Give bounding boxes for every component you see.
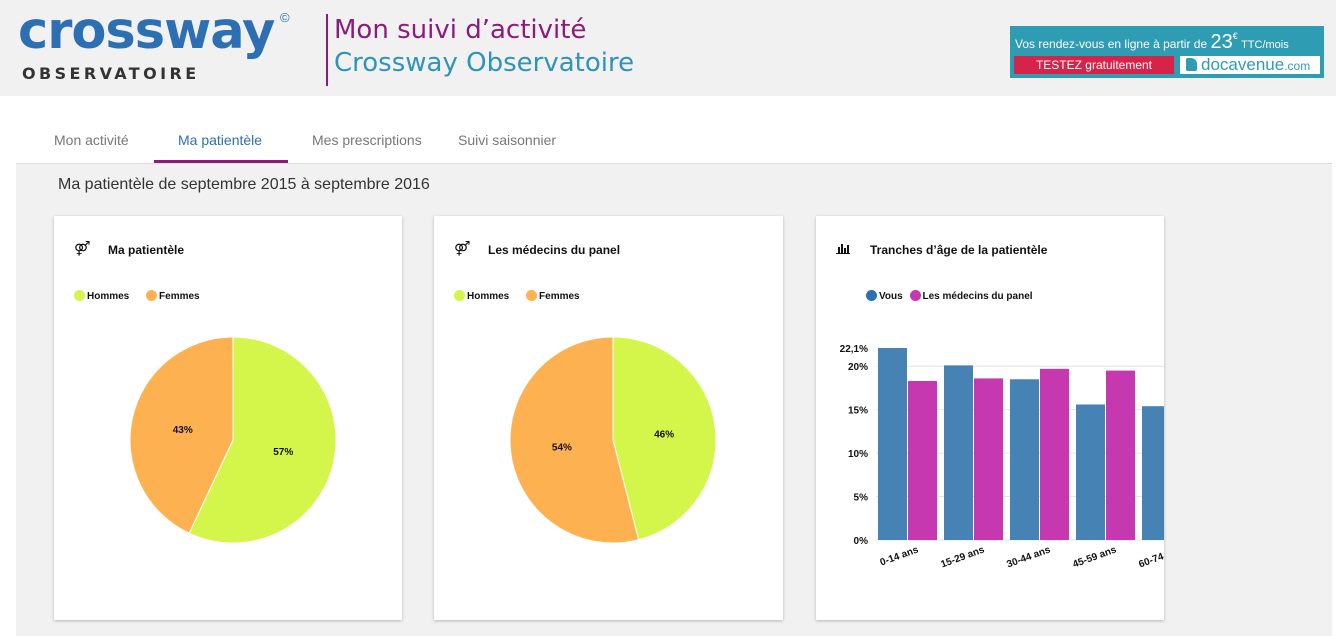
bar-panel bbox=[1106, 370, 1135, 540]
legend-dot bbox=[909, 290, 921, 301]
bar-panel bbox=[974, 378, 1003, 540]
card-title: Ma patientèle bbox=[108, 243, 185, 257]
tabs-bar: Mon activité Ma patientèle Mes prescript… bbox=[16, 96, 1332, 164]
legend-dot bbox=[454, 290, 465, 301]
legend-item-medecins[interactable]: Les médecins du panel bbox=[909, 290, 1033, 302]
gender-icon: ⚤ bbox=[454, 240, 471, 256]
bar-vous bbox=[1142, 406, 1164, 540]
docavenue-ad-banner[interactable]: Vos rendez-vous en ligne à partir de 23€… bbox=[1010, 26, 1324, 78]
main-content: Mon activité Ma patientèle Mes prescript… bbox=[16, 96, 1332, 636]
card-medecins-panel: ⚤ Les médecins du panel Hommes Femmes 46… bbox=[434, 216, 783, 620]
y-tick-label: 22,1% bbox=[840, 344, 868, 355]
y-tick-label: 5% bbox=[854, 493, 869, 504]
card-title: Tranches d’âge de la patientèle bbox=[870, 243, 1048, 257]
pie-slice-femmes bbox=[129, 336, 234, 534]
pie-value-label: 46% bbox=[654, 430, 674, 441]
legend-dot bbox=[526, 290, 538, 301]
legend-item-femmes[interactable]: Femmes bbox=[526, 290, 580, 302]
page-subtitle: Crossway Observatoire bbox=[334, 48, 635, 78]
y-tick-label: 20% bbox=[848, 362, 868, 373]
card-title: Les médecins du panel bbox=[488, 243, 621, 257]
pie-slice-hommes bbox=[612, 336, 717, 541]
x-tick-label: 15-29 ans bbox=[939, 544, 986, 570]
bar-vous bbox=[944, 365, 973, 540]
legend: Hommes Femmes bbox=[74, 290, 214, 302]
page-title: Mon suivi d’activité bbox=[334, 15, 587, 45]
docavenue-logo[interactable]: docavenue.com bbox=[1180, 56, 1320, 74]
logo-copyright: © bbox=[280, 10, 290, 25]
legend-label: Hommes bbox=[87, 291, 130, 302]
ad-line: Vos rendez-vous en ligne à partir de bbox=[1015, 37, 1208, 51]
pie-chart: 57% 43% bbox=[129, 336, 337, 544]
pie-value-label: 43% bbox=[173, 425, 193, 436]
legend-dot bbox=[866, 290, 877, 301]
legend-dot bbox=[146, 290, 158, 301]
header: crossway © OBSERVATOIRE Mon suivi d’acti… bbox=[0, 0, 1336, 96]
pie-value-label: 57% bbox=[273, 447, 293, 458]
testez-button[interactable]: TESTEZ gratuitement bbox=[1014, 56, 1174, 74]
brand-avenue: avenue bbox=[1228, 55, 1285, 74]
logo-subtitle: OBSERVATOIRE bbox=[22, 64, 200, 83]
bar-vous bbox=[1010, 379, 1039, 540]
bar-vous bbox=[1076, 404, 1105, 540]
y-tick-label: 10% bbox=[848, 449, 868, 460]
gender-icon: ⚤ bbox=[74, 240, 91, 256]
legend-item-vous[interactable]: Vous bbox=[866, 290, 903, 302]
x-tick-label: 30-44 ans bbox=[1005, 544, 1052, 570]
y-tick-label: 0% bbox=[854, 536, 869, 547]
x-tick-label: 0-14 ans bbox=[879, 544, 921, 568]
brand-tld: .com bbox=[1284, 59, 1311, 73]
pie-slice-femmes bbox=[509, 336, 640, 544]
x-tick-label: 45-59 ans bbox=[1071, 544, 1118, 570]
page-title-block: Mon suivi d’activité Crossway Observatoi… bbox=[326, 14, 634, 86]
logo-word: crossway bbox=[18, 2, 275, 61]
tab-suivi-saisonnier[interactable]: Suivi saisonnier bbox=[458, 132, 557, 148]
ad-text: Vos rendez-vous en ligne à partir de 23€… bbox=[1015, 31, 1289, 54]
legend-dot bbox=[74, 290, 85, 301]
tab-mes-prescriptions[interactable]: Mes prescriptions bbox=[312, 132, 422, 148]
legend-item-hommes[interactable]: Hommes bbox=[74, 290, 130, 302]
bar-panel bbox=[908, 381, 937, 540]
legend-label: Femmes bbox=[159, 291, 200, 302]
pie-value-label: 54% bbox=[552, 442, 572, 453]
tab-mon-activite[interactable]: Mon activité bbox=[54, 132, 129, 148]
crossway-logo[interactable]: crossway © OBSERVATOIRE bbox=[18, 2, 290, 84]
pie-chart: 46% 54% bbox=[509, 336, 717, 544]
pie-slice-hommes bbox=[188, 336, 337, 544]
legend-label: Hommes bbox=[467, 291, 510, 302]
card-tranches-age: Tranches d’âge de la patientèle Vous Les… bbox=[816, 216, 1164, 620]
bar-chart-icon bbox=[836, 244, 850, 254]
legend: Hommes Femmes bbox=[454, 290, 594, 302]
section-title: Ma patientèle de septembre 2015 à septem… bbox=[58, 176, 430, 193]
ad-price: 23 bbox=[1210, 31, 1233, 53]
legend: Vous Les médecins du panel bbox=[866, 290, 1047, 302]
legend-label: Femmes bbox=[539, 291, 580, 302]
y-tick-label: 15% bbox=[848, 406, 868, 417]
legend-label: Les médecins du panel bbox=[922, 291, 1033, 302]
legend-item-femmes[interactable]: Femmes bbox=[146, 290, 200, 302]
bar-panel bbox=[1040, 368, 1069, 540]
bar-vous bbox=[878, 348, 907, 540]
docavenue-icon bbox=[1186, 58, 1197, 71]
active-tab-indicator bbox=[154, 160, 288, 163]
ad-currency: € bbox=[1232, 31, 1238, 41]
brand-doc: doc bbox=[1201, 55, 1229, 74]
card-ma-patientele: ⚤ Ma patientèle Hommes Femmes 57% 43% bbox=[54, 216, 402, 620]
ad-unit: TTC/mois bbox=[1241, 39, 1289, 51]
bar-chart: 0% 5% 10% 15% 20% 22,1% 0-14 ans 15-29 ans 30-44… bbox=[840, 344, 1164, 570]
legend-label: Vous bbox=[879, 291, 903, 302]
legend-item-hommes[interactable]: Hommes bbox=[454, 290, 510, 302]
tab-ma-patientele[interactable]: Ma patientèle bbox=[178, 132, 263, 148]
x-tick-label: 60-74 ans bbox=[1137, 544, 1164, 570]
